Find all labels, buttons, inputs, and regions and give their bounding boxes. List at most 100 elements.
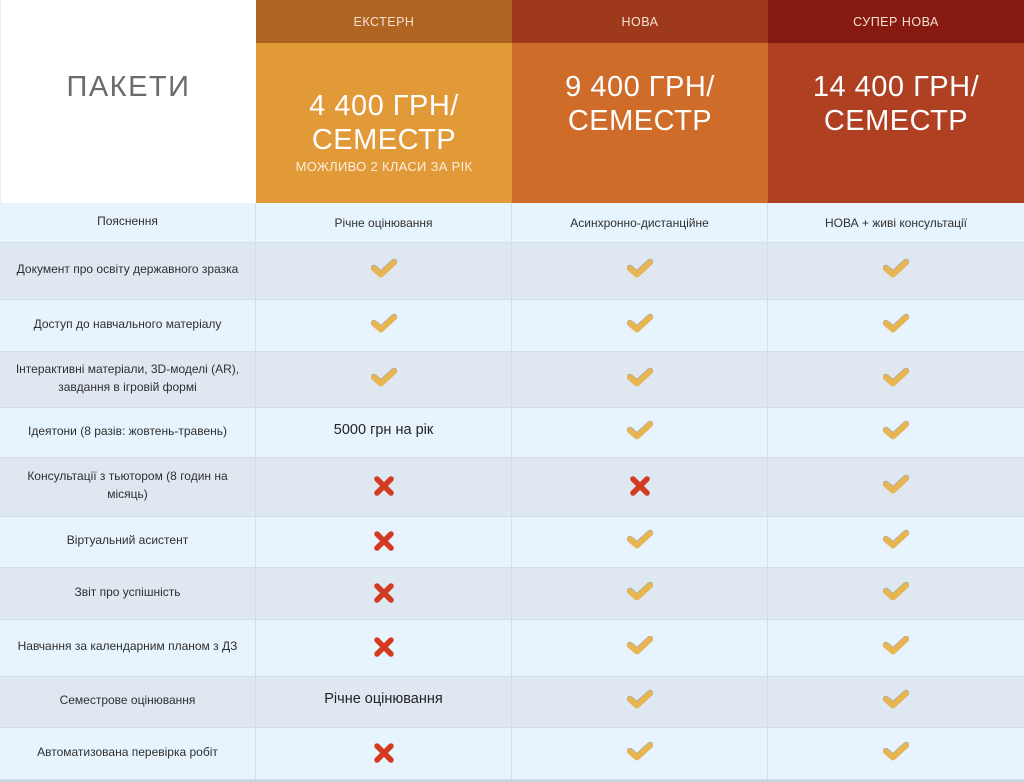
pricing-header: ПАКЕТИ ЕКСТЕРН 4 400 ГРН/ СЕМЕСТР МОЖЛИВ… (0, 0, 1024, 203)
feature-value-included (768, 677, 1024, 727)
table-row: Семестрове оцінювання Річне оцінювання (0, 677, 1024, 728)
check-icon (370, 312, 397, 334)
feature-rows: Пояснення Річне оцінювання Асинхронно-дист… (0, 203, 1024, 780)
feature-value-text: Річне оцінювання (256, 203, 512, 242)
feature-value-included (512, 568, 768, 619)
feature-value-included (768, 300, 1024, 351)
table-row: Автоматизована перевірка робіт (0, 728, 1024, 780)
check-icon (626, 366, 653, 388)
price-amount: 14 400 ГРН/ (812, 71, 980, 103)
feature-value-included (512, 243, 768, 299)
check-icon (626, 740, 653, 762)
feature-value-included (512, 677, 768, 727)
check-icon (626, 688, 653, 710)
feature-value-included (512, 408, 768, 457)
price-amount: 4 400 ГРН/ (309, 90, 459, 122)
package-price: 9 400 ГРН/ СЕМЕСТР (512, 43, 768, 203)
check-icon (626, 257, 653, 279)
check-icon (626, 528, 653, 550)
check-icon (882, 419, 910, 441)
feature-label: Ідеятони (8 разів: жовтень-травень) (0, 408, 256, 457)
feature-value-included (512, 300, 768, 351)
cross-icon (371, 582, 397, 604)
feature-value-text: Річне оцінювання (256, 677, 512, 727)
check-icon (626, 580, 653, 602)
check-icon (626, 419, 653, 441)
check-icon (370, 257, 397, 279)
feature-label: Консультації з тьютором (8 годин на міся… (0, 458, 256, 516)
feature-value-excluded (512, 458, 768, 516)
price-period: СЕМЕСТР (311, 124, 457, 156)
feature-value-included (768, 352, 1024, 407)
feature-value-excluded (256, 517, 512, 567)
table-row: Звіт про успішність (0, 568, 1024, 620)
package-name: НОВА (512, 0, 768, 43)
feature-label: Автоматизована перевірка робіт (0, 728, 256, 779)
table-row: Пояснення Річне оцінювання Асинхронно-дист… (0, 203, 1024, 243)
feature-label: Звіт про успішність (0, 568, 256, 619)
feature-value-included (768, 243, 1024, 299)
check-icon (882, 257, 910, 279)
feature-value-included (256, 300, 512, 351)
feature-value-included (768, 620, 1024, 676)
package-column-super-nova: СУПЕР НОВА 14 400 ГРН/ СЕМЕСТР (768, 0, 1024, 203)
feature-value-text: 5000 грн на рік (256, 408, 512, 457)
feature-value-included (512, 352, 768, 407)
feature-value-included (256, 352, 512, 407)
check-icon (626, 634, 653, 656)
package-name: СУПЕР НОВА (768, 0, 1024, 43)
cross-icon (627, 475, 653, 497)
feature-label: Віртуальний асистент (0, 517, 256, 567)
table-row: Консультації з тьютором (8 годин на міся… (0, 458, 1024, 517)
package-price: 14 400 ГРН/ СЕМЕСТР (768, 43, 1024, 203)
check-icon (882, 634, 910, 656)
price-amount: 9 400 ГРН/ (565, 71, 715, 103)
feature-label: Семестрове оцінювання (0, 677, 256, 727)
table-row: Інтерактивні матеріали, 3D-моделі (AR), … (0, 352, 1024, 408)
feature-label: Документ про освіту державного зразка (0, 243, 256, 299)
check-icon (882, 740, 910, 762)
feature-value-included (768, 408, 1024, 457)
feature-value-included (512, 517, 768, 567)
cross-icon (371, 742, 397, 764)
packages-title: ПАКЕТИ (66, 71, 191, 103)
package-price: 4 400 ГРН/ СЕМЕСТР МОЖЛИВО 2 КЛАСИ ЗА РІ… (256, 43, 512, 203)
feature-value-included (768, 568, 1024, 619)
table-row: Доступ до навчального матеріалу (0, 300, 1024, 352)
cross-icon (371, 636, 397, 658)
feature-value-included (768, 458, 1024, 516)
check-icon (882, 366, 910, 388)
check-icon (882, 473, 910, 495)
package-column-extern: ЕКСТЕРН 4 400 ГРН/ СЕМЕСТР МОЖЛИВО 2 КЛА… (256, 0, 512, 203)
table-row: Віртуальний асистент (0, 517, 1024, 568)
check-icon (626, 312, 653, 334)
price-period: СЕМЕСТР (567, 105, 713, 137)
price-note: МОЖЛИВО 2 КЛАСИ ЗА РІК (295, 159, 473, 174)
feature-value-included (768, 517, 1024, 567)
feature-label: Пояснення (0, 203, 256, 242)
feature-value-included (512, 620, 768, 676)
feature-value-included (512, 728, 768, 779)
feature-value-included (768, 728, 1024, 779)
check-icon (882, 688, 910, 710)
check-icon (882, 312, 910, 334)
package-column-nova: НОВА 9 400 ГРН/ СЕМЕСТР (512, 0, 768, 203)
package-name: ЕКСТЕРН (256, 0, 512, 43)
table-bottom-border (0, 780, 1024, 782)
feature-value-excluded (256, 568, 512, 619)
table-row: Ідеятони (8 разів: жовтень-травень) 5000 … (0, 408, 1024, 458)
feature-value-included (256, 243, 512, 299)
feature-value-text: Асинхронно-дистанційне (512, 203, 768, 242)
table-row: Навчання за календарним планом з ДЗ (0, 620, 1024, 677)
feature-value-text: НОВА + живі консультації (824, 215, 968, 230)
feature-value-excluded (256, 728, 512, 779)
check-icon (882, 580, 910, 602)
table-row: Документ про освіту державного зразка (0, 243, 1024, 300)
feature-label: Навчання за календарним планом з ДЗ (0, 620, 256, 676)
cross-icon (371, 530, 397, 552)
feature-label: Доступ до навчального матеріалу (0, 300, 256, 351)
cross-icon (371, 475, 397, 497)
feature-value-excluded (256, 458, 512, 516)
feature-label: Інтерактивні матеріали, 3D-моделі (AR), … (0, 352, 256, 407)
